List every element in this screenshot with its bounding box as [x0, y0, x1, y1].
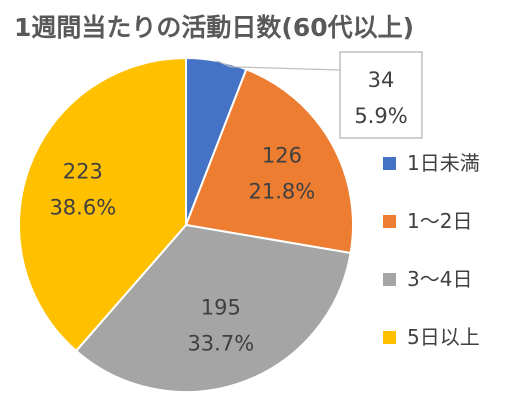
legend-swatch-3 [383, 273, 396, 286]
slice-value-label-4: 223 [63, 159, 103, 183]
legend-swatch-4 [383, 331, 396, 344]
legend-swatch-1 [383, 157, 396, 170]
legend: 1日未満 1～2日 3～4日 5日以上 [383, 151, 480, 349]
callout-box [339, 51, 423, 139]
legend-label-4: 5日以上 [407, 325, 480, 349]
slice-percent-label-3: 33.7% [187, 332, 254, 356]
legend-label-2: 1～2日 [407, 209, 472, 233]
slice-percent-label-2: 21.8% [249, 180, 316, 204]
legend-label-3: 3～4日 [407, 267, 472, 291]
legend-label-1: 1日未満 [407, 151, 480, 175]
slice-percent-label-4: 38.6% [49, 195, 116, 219]
pie-slice-4 [18, 56, 187, 353]
slice-value-label-1: 34 [368, 68, 395, 92]
pie-slices [18, 56, 354, 393]
pie-slice-2 [184, 67, 354, 255]
chart-title: 1週間当たりの活動日数(60代以上) [14, 13, 414, 42]
slice-percent-label-1: 5.9% [354, 104, 407, 128]
callout-leader-line [216, 60, 341, 71]
legend-swatch-2 [383, 215, 396, 228]
slice-value-label-2: 126 [262, 144, 302, 168]
pie-slice-3 [74, 223, 352, 393]
slice-labels: 34 5.9% 126 21.8% 195 33.7% 223 38.6% [49, 51, 423, 356]
slice-value-label-3: 195 [201, 296, 241, 320]
